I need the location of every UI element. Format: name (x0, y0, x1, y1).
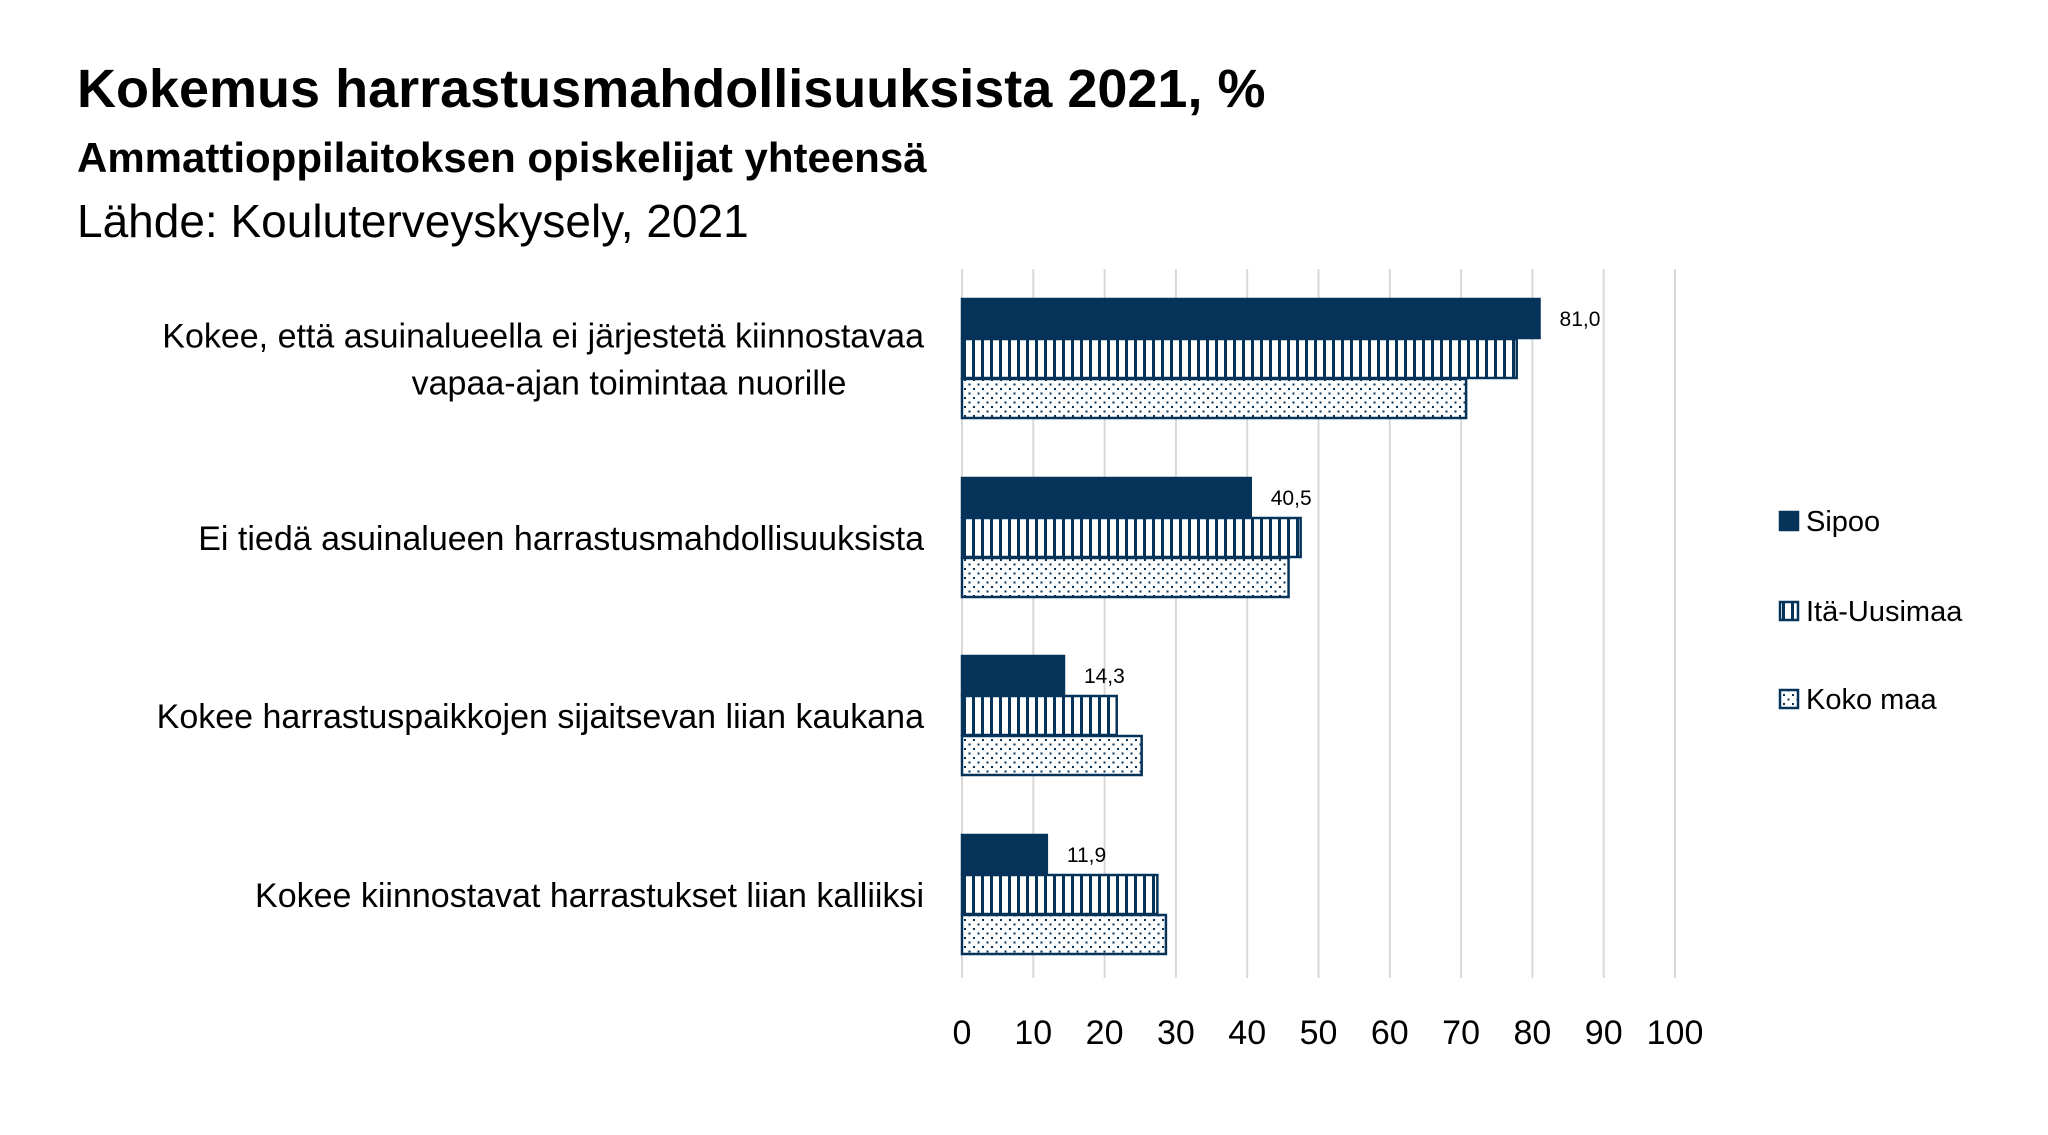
bar-koko-maa (960, 913, 1168, 956)
x-tick-label: 60 (1371, 1014, 1409, 1052)
chart-title: Kokemus harrastusmahdollisuuksista 2021,… (77, 59, 1266, 119)
x-tick-label: 50 (1300, 1014, 1338, 1052)
bar-koko-maa (960, 556, 1290, 599)
bar-sipoo (960, 297, 1541, 340)
category-label: Ei tiedä asuinalueen harrastusmahdollisu… (198, 520, 924, 558)
x-tick-label: 0 (953, 1014, 972, 1052)
bar-sipoo (960, 654, 1066, 697)
chart-subtitle: Ammattioppilaitoksen opiskelijat yhteens… (77, 134, 927, 181)
x-tick-label: 70 (1442, 1014, 1480, 1052)
category-label: Kokee kiinnostavat harrastukset liian ka… (255, 877, 924, 915)
legend-label: Sipoo (1806, 506, 1880, 538)
data-label: 40,5 (1271, 487, 1312, 510)
category-label: Kokee harrastuspaikkojen sijaitsevan lii… (157, 698, 924, 736)
legend-swatch-koko-maa (1778, 688, 1800, 710)
legend-label: Koko maa (1806, 684, 1937, 716)
category-label: vapaa-ajan toimintaa nuorille (412, 365, 847, 403)
chart-source: Lähde: Kouluterveyskysely, 2021 (77, 195, 749, 247)
data-label: 11,9 (1067, 844, 1106, 867)
bar-itä-uusimaa (960, 694, 1118, 737)
bar-itä-uusimaa (960, 873, 1159, 916)
x-tick-label: 10 (1014, 1014, 1052, 1052)
bar-sipoo (960, 833, 1049, 876)
legend-swatch-itä-uusimaa (1778, 600, 1800, 622)
legend-label: Itä-Uusimaa (1806, 596, 1963, 628)
data-label: 14,3 (1084, 665, 1125, 688)
bar-itä-uusimaa (960, 337, 1518, 380)
bar-sipoo (960, 476, 1253, 519)
x-tick-label: 100 (1647, 1014, 1704, 1052)
x-tick-label: 90 (1585, 1014, 1623, 1052)
legend-swatch-sipoo (1778, 510, 1800, 532)
bar-itä-uusimaa (960, 516, 1302, 559)
x-tick-label: 80 (1513, 1014, 1551, 1052)
x-tick-label: 20 (1086, 1014, 1124, 1052)
x-tick-label: 40 (1228, 1014, 1266, 1052)
x-tick-label: 30 (1157, 1014, 1195, 1052)
data-label: 81,0 (1560, 308, 1601, 331)
bar-koko-maa (960, 377, 1468, 420)
bar-koko-maa (960, 734, 1143, 777)
category-label: Kokee, että asuinalueella ei järjestetä … (162, 318, 924, 356)
